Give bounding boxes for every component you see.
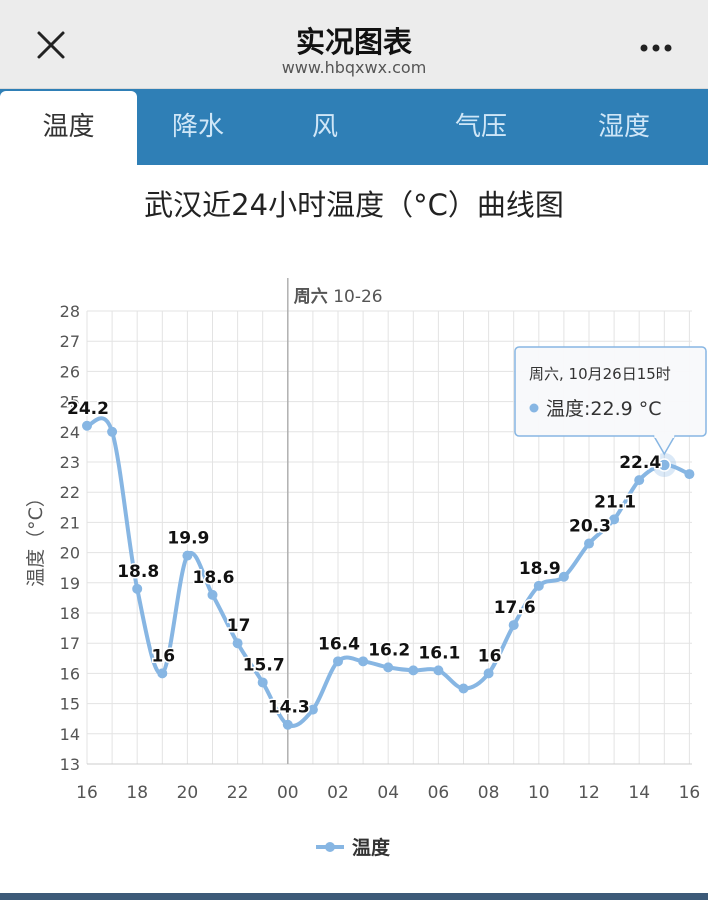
day-marker-weekday: 周六 [294,286,328,307]
data-point [233,638,243,648]
more-button[interactable] [632,28,680,64]
y-tick-label: 27 [60,332,80,351]
y-tick-label: 14 [60,725,80,744]
y-tick-label: 20 [60,544,80,563]
data-label: 18.8 [117,562,159,582]
x-tick-label: 20 [177,783,199,803]
data-point [408,665,418,675]
data-point [82,421,92,431]
x-tick-label: 16 [76,783,98,803]
tab-humidity[interactable]: 湿度 [571,89,677,165]
tab-precipitation[interactable]: 降水 [137,89,259,165]
data-label: 16.1 [418,643,460,663]
data-label: 21.1 [594,492,636,512]
data-point [684,469,694,479]
data-point [107,427,117,437]
x-tick-label: 12 [578,783,600,803]
y-tick-label: 16 [60,664,80,683]
data-label: 16 [151,646,175,666]
legend-symbol-marker [325,842,335,852]
data-point [383,662,393,672]
x-tick-label: 16 [679,783,701,803]
data-label: 16.2 [368,640,410,660]
data-label: 15.7 [243,655,285,675]
data-point [132,584,142,594]
y-tick-label: 15 [60,695,80,714]
data-label: 24.2 [67,399,109,419]
data-label: 18.6 [193,568,235,588]
top-bar: 实况图表 www.hbqxwx.com [0,0,708,89]
chart-title: 武汉近24小时温度（°C）曲线图 [0,182,708,224]
y-tick-label: 26 [60,362,80,381]
x-tick-label: 04 [377,783,399,803]
x-tick-label: 08 [478,783,500,803]
data-label: 22.4 [619,453,661,473]
data-point [283,720,293,730]
y-tick-label: 21 [60,513,80,532]
tab-temperature[interactable]: 温度 [0,91,137,165]
tooltip-pointer-join [654,434,674,438]
data-point [208,590,218,600]
tab-pressure[interactable]: 气压 [391,89,571,165]
data-point [634,475,644,485]
data-label: 16.4 [318,634,360,654]
data-label: 14.3 [268,698,310,718]
data-point [584,539,594,549]
data-point [509,620,519,630]
y-tick-label: 24 [60,423,80,442]
page-title: 实况图表 [0,19,708,61]
page-url: www.hbqxwx.com [0,58,708,77]
x-tick-label: 22 [227,783,249,803]
y-tick-label: 22 [60,483,80,502]
y-tick-label: 17 [60,634,80,653]
x-tick-label: 18 [126,783,148,803]
y-tick-label: 28 [60,302,80,321]
legend-label: 温度 [352,836,391,859]
data-point [358,656,368,666]
tooltip-value: 温度:22.9 °C [546,398,662,420]
tooltip-title: 周六, 10月26日15时 [529,365,671,383]
tooltip-box [515,347,706,436]
data-point [433,665,443,675]
tooltip-series-marker [530,404,539,413]
data-label: 16 [478,646,502,666]
data-label: 17 [227,616,251,636]
data-point [534,581,544,591]
y-tick-label: 19 [60,574,80,593]
day-marker-date: 10-26 [328,287,383,307]
x-tick-label: 14 [628,783,650,803]
data-point [459,684,469,694]
x-tick-label: 06 [428,783,450,803]
data-point [182,551,192,561]
x-tick-label: 10 [528,783,550,803]
y-tick-label: 13 [60,755,80,774]
x-tick-label: 00 [277,783,299,803]
data-label: 19.9 [167,529,209,549]
bottom-bar [0,893,708,900]
x-tick-label: 02 [327,783,349,803]
day-marker-label: 周六 10-26 [294,286,383,307]
data-point [333,656,343,666]
y-axis-title: 温度（°C） [25,488,47,587]
data-point [157,668,167,678]
data-point [484,668,494,678]
more-icon [632,28,680,64]
data-label: 20.3 [569,517,611,537]
y-tick-label: 23 [60,453,80,472]
data-label: 17.6 [494,598,536,618]
tab-bar: 温度 降水 风 气压 湿度 [0,89,708,165]
tab-wind[interactable]: 风 [259,89,391,165]
y-tick-label: 18 [60,604,80,623]
data-point [258,677,268,687]
data-label: 18.9 [519,559,561,579]
